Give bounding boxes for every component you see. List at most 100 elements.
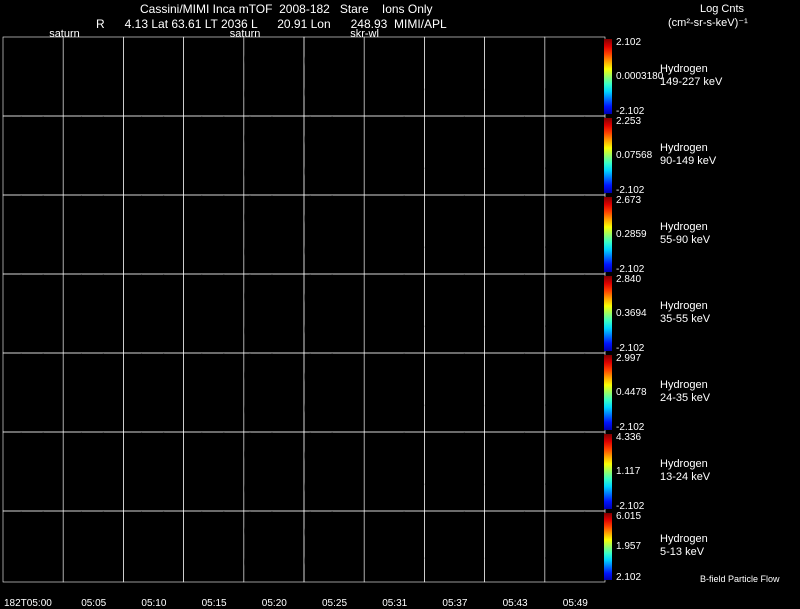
saturn-dot xyxy=(346,231,353,238)
pitch-contour xyxy=(73,195,82,274)
contours-0-3: 30 60 90 xyxy=(194,37,244,116)
contour-label: 30 xyxy=(340,231,350,241)
contour-label: 60 xyxy=(36,543,46,553)
contours-4-8: 60 90 120 xyxy=(484,353,545,432)
contours-3-7: 60 90 120 xyxy=(424,274,485,353)
contour-label: 90 xyxy=(453,467,463,477)
pitch-contour xyxy=(164,209,184,260)
saturn-dot xyxy=(285,310,292,317)
pitch-contour xyxy=(530,175,545,195)
contour-label: 30 xyxy=(232,231,242,241)
contour-label: 30 xyxy=(51,468,61,478)
pitch-contour xyxy=(424,274,465,328)
pitch-contour xyxy=(470,96,485,116)
pitch-contour xyxy=(318,116,334,195)
pitch-contour xyxy=(424,37,465,91)
pitch-contour xyxy=(424,432,465,486)
colorbar-cmax-label: 4.336 xyxy=(616,432,642,443)
contours-4-2: 30 60 90 xyxy=(134,353,184,432)
contour-label: 90 xyxy=(141,231,151,241)
pitch-contour xyxy=(364,195,405,249)
pitch-contour xyxy=(225,446,244,497)
contours-3-2: 30 60 90 xyxy=(134,274,184,353)
contours-1-4: 30 60 90 xyxy=(243,116,305,195)
contours-0-4: 30 60 90 xyxy=(243,37,305,116)
species-name: Hydrogen xyxy=(660,220,708,233)
contour-label: 60 xyxy=(325,543,335,553)
contour-label: 60 xyxy=(265,468,275,478)
pitch-contour xyxy=(273,209,305,260)
pitch-contour xyxy=(590,175,605,195)
pitch-contour xyxy=(387,462,425,511)
contour-label: 30 xyxy=(280,152,290,162)
contours-0-7: 60 90 120 xyxy=(424,37,485,116)
saturn-dot xyxy=(237,73,244,80)
colorbar-cmin-label: -2.102 xyxy=(616,501,645,512)
pitch-contour xyxy=(104,524,124,569)
contour-label: 60 xyxy=(157,231,167,241)
contour-label: 90 xyxy=(249,73,259,83)
contours-2-3: 30 60 90 xyxy=(194,195,244,274)
pitch-contour xyxy=(470,175,485,195)
contour-label: 90 xyxy=(514,388,524,398)
saturn-dot xyxy=(285,543,292,550)
contour-label: 90 xyxy=(574,72,584,82)
contour-label: 90 xyxy=(201,73,211,83)
pitch-contour xyxy=(258,116,273,195)
contour-label: 30 xyxy=(340,389,350,399)
contour-label: 60 xyxy=(492,542,502,552)
contour-label: 90 xyxy=(20,231,30,241)
contour-label: 30 xyxy=(280,543,290,553)
pitch-contour xyxy=(194,353,203,432)
contours-5-0: 30 60 90 xyxy=(13,432,64,511)
contours-4-4: 30 60 90 xyxy=(243,353,305,432)
colorbar-cmin-label: -2.102 xyxy=(616,343,645,354)
contour-label: 60 xyxy=(492,388,502,398)
pitch-contour xyxy=(29,274,45,353)
time-label: 05:49 xyxy=(562,598,588,609)
contour-label: 90 xyxy=(201,152,211,162)
contour-label: 120 xyxy=(596,151,611,161)
pitch-contour xyxy=(194,116,203,195)
contours-6-3: 30 60 90 xyxy=(194,511,244,582)
contour-label: 60 xyxy=(217,73,227,83)
pitch-contour xyxy=(484,37,526,91)
contour-label: 60 xyxy=(431,151,441,161)
pitch-contour xyxy=(387,67,425,116)
energy-range: 5-13 keV xyxy=(660,545,705,558)
contour-label: 60 xyxy=(431,230,441,240)
pitch-contour xyxy=(273,288,305,339)
pitch-contour xyxy=(544,274,586,328)
pitch-contour xyxy=(508,383,545,432)
species-name: Hydrogen xyxy=(660,299,708,312)
frame-border xyxy=(62,36,124,117)
contour-label: 90 xyxy=(393,72,403,82)
colorbar-0 xyxy=(604,39,612,114)
pitch-contour xyxy=(484,195,526,249)
colorbar-cmax-label: 2.102 xyxy=(616,37,642,48)
contour-label: 90 xyxy=(249,389,259,399)
species-label: Hydrogen 55-90 keV xyxy=(660,221,710,247)
contours-4-6: 60 90 120 xyxy=(364,353,425,432)
contours-5-1: 30 60 90 xyxy=(73,432,124,511)
plot-title: Cassini/MIMI Inca mTOF 2008-182 Stare Io… xyxy=(140,2,433,16)
frame-tag: skr-wl xyxy=(350,28,379,40)
pitch-contour xyxy=(508,304,545,353)
pitch-contour xyxy=(508,146,545,195)
contour-label: 30 xyxy=(232,389,242,399)
contour-label: 60 xyxy=(371,542,381,552)
pitch-contour xyxy=(13,353,22,432)
pitch-contour xyxy=(546,38,605,116)
pitch-contour xyxy=(448,538,485,582)
pitch-contour xyxy=(333,51,365,102)
pitch-contour xyxy=(333,367,365,418)
contour-label: 90 xyxy=(574,230,584,240)
contour-label: 30 xyxy=(51,543,61,553)
pitch-contour xyxy=(194,274,203,353)
pitch-contour xyxy=(13,511,22,582)
contour-label: 60 xyxy=(492,309,502,319)
contour-label: 30 xyxy=(111,152,121,162)
contours-1-6: 60 90 120 xyxy=(364,116,425,195)
contour-label: 90 xyxy=(393,467,403,477)
pitch-contour xyxy=(409,491,425,511)
